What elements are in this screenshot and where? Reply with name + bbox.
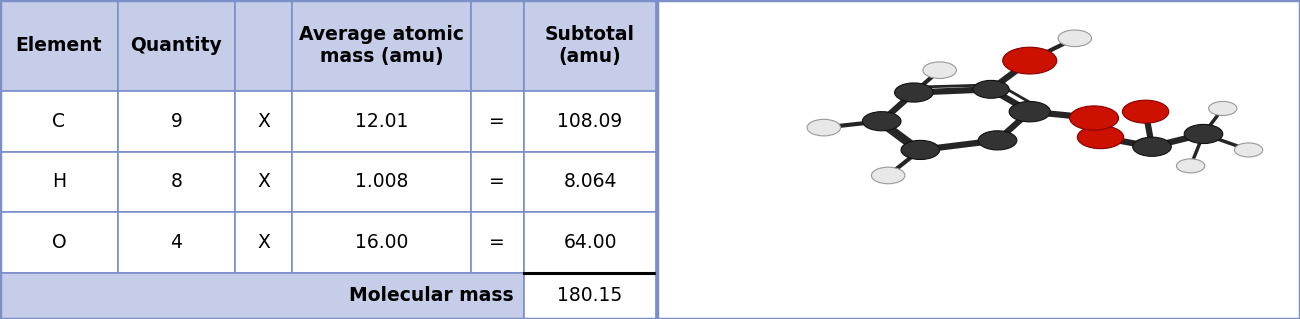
Text: Average atomic
mass (amu): Average atomic mass (amu) [299,25,464,66]
Bar [117,91,235,152]
Bar [235,0,292,91]
Bar [524,0,656,91]
Bar [524,152,656,212]
Text: 108.09: 108.09 [558,112,623,131]
Bar [524,273,656,319]
Text: 16.00: 16.00 [355,233,408,252]
Text: 1.008: 1.008 [355,172,408,191]
Bar [0,91,117,152]
Text: X: X [257,112,270,131]
Bar [471,152,524,212]
Text: =: = [489,112,504,131]
Bar [235,212,292,273]
Circle shape [974,80,1009,98]
Text: 12.01: 12.01 [355,112,408,131]
Circle shape [1078,126,1123,149]
Circle shape [1009,101,1050,122]
Circle shape [1176,159,1205,173]
Bar [471,212,524,273]
Circle shape [1002,47,1057,74]
Circle shape [1122,100,1169,123]
Bar [292,91,471,152]
Bar [117,212,235,273]
Text: 9: 9 [170,112,182,131]
Circle shape [807,119,841,136]
Text: X: X [257,172,270,191]
Text: C: C [52,112,65,131]
Bar [524,91,656,152]
Text: Molecular mass: Molecular mass [350,286,514,305]
Bar [117,152,235,212]
Bar [0,273,524,319]
Circle shape [871,167,905,184]
Circle shape [901,140,940,160]
Text: X: X [257,233,270,252]
Circle shape [1132,137,1171,156]
Text: =: = [489,172,504,191]
Bar [117,0,235,91]
Text: O: O [52,233,66,252]
Text: 8.064: 8.064 [563,172,616,191]
Circle shape [862,112,901,131]
Circle shape [923,62,957,78]
Text: 4: 4 [170,233,182,252]
Text: H: H [52,172,66,191]
Bar [235,152,292,212]
Text: =: = [489,233,504,252]
Bar [0,0,117,91]
Bar [292,152,471,212]
Circle shape [1070,106,1118,130]
Circle shape [1058,30,1092,47]
Bar [471,0,524,91]
Bar [524,212,656,273]
Bar [292,212,471,273]
Circle shape [894,83,933,102]
Bar [471,91,524,152]
Text: Element: Element [16,36,103,55]
Text: Subtotal
(amu): Subtotal (amu) [545,25,636,66]
Text: Quantity: Quantity [130,36,222,55]
Circle shape [978,131,1017,150]
Circle shape [1184,124,1223,144]
Bar [235,91,292,152]
Circle shape [1209,101,1236,115]
Bar [292,0,471,91]
Circle shape [1235,143,1262,157]
Text: 8: 8 [170,172,182,191]
Bar [0,212,117,273]
Text: 180.15: 180.15 [558,286,623,305]
Bar [0,152,117,212]
Text: 64.00: 64.00 [563,233,616,252]
